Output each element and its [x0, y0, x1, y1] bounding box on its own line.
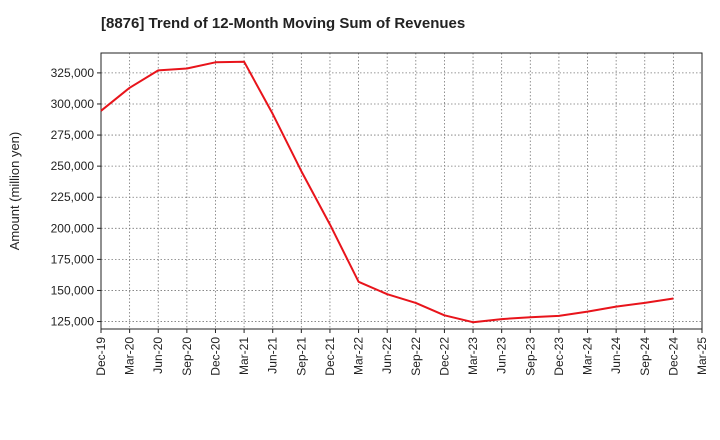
- y-tick-label: 150,000: [51, 283, 95, 297]
- series-group: [100, 60, 674, 324]
- y-tick-label: 175,000: [51, 252, 95, 266]
- y-tick-label: 200,000: [51, 221, 95, 235]
- x-tick-label: Dec-23: [552, 337, 566, 376]
- chart-title: [8876] Trend of 12-Month Moving Sum of R…: [101, 15, 466, 32]
- x-tick-label: Mar-21: [237, 337, 251, 375]
- y-tick-label: 250,000: [51, 159, 95, 173]
- x-tick-label: Dec-20: [208, 337, 222, 376]
- x-tick-label: Jun-23: [495, 337, 509, 374]
- y-tick-label: 325,000: [51, 66, 95, 80]
- x-tick-label: Mar-24: [581, 337, 595, 375]
- x-tick-label: Dec-22: [437, 337, 451, 376]
- x-tick-label: Dec-24: [666, 337, 680, 376]
- x-tick-label: Sep-24: [638, 337, 652, 376]
- y-axis-ticks: 125,000 150,000 175,000 200,000 225,000 250,0…: [51, 66, 101, 329]
- grid-lines: [101, 53, 702, 329]
- x-tick-label: Sep-21: [294, 337, 308, 376]
- y-tick-label: 225,000: [51, 190, 95, 204]
- x-tick-label: Sep-22: [409, 337, 423, 376]
- x-tick-label: Mar-22: [352, 337, 366, 375]
- y-tick-label: 125,000: [51, 315, 95, 329]
- series-line: [100, 60, 674, 324]
- x-tick-label: Jun-22: [380, 337, 394, 374]
- x-tick-label: Sep-20: [180, 337, 194, 376]
- x-tick-label: Jun-20: [151, 337, 165, 374]
- x-tick-label: Jun-21: [266, 337, 280, 374]
- plot-frame: [100, 52, 703, 330]
- y-axis-label: Amount (million yen): [7, 132, 22, 251]
- x-tick-label: Mar-23: [466, 337, 480, 375]
- x-tick-label: Dec-21: [323, 337, 337, 376]
- y-tick-label: 300,000: [51, 97, 95, 111]
- x-tick-label: Jun-24: [609, 337, 623, 374]
- x-tick-label: Sep-23: [523, 337, 537, 376]
- x-axis-ticks: Dec-19 Mar-20 Jun-20 Sep-20 Dec-20 Mar-21 Jun-…: [94, 329, 709, 376]
- y-tick-label: 275,000: [51, 128, 95, 142]
- x-tick-label: Dec-19: [94, 337, 108, 376]
- x-tick-label: Mar-25: [695, 337, 709, 375]
- x-tick-label: Mar-20: [123, 337, 137, 375]
